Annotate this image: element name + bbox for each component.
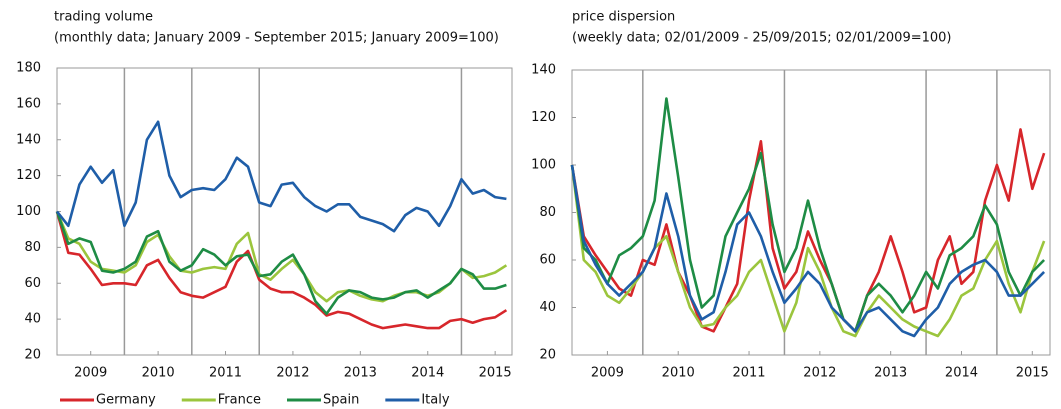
y-tick-label: 60	[24, 276, 41, 291]
y-tick-label: 140	[16, 132, 41, 147]
series-line	[55, 211, 508, 330]
y-tick-label: 100	[531, 158, 556, 173]
x-tick-label: 2014	[945, 366, 978, 381]
x-tick-label: 2010	[662, 366, 695, 381]
x-tick-label: 2009	[74, 366, 107, 381]
chart-title: trading volume	[54, 10, 153, 25]
chart-subtitle: (monthly data; January 2009 - September …	[54, 31, 499, 46]
y-tick-label: 140	[531, 63, 556, 78]
y-tick-label: 80	[24, 240, 41, 255]
x-tick-label: 2010	[142, 366, 175, 381]
series-line	[55, 120, 507, 233]
y-tick-label: 20	[24, 348, 41, 363]
x-tick-label: 2015	[1016, 366, 1049, 381]
legend-label: Germany	[96, 393, 156, 408]
chart-subtitle: (weekly data; 02/01/2009 - 25/09/2015; 0…	[572, 31, 952, 46]
plot-frame	[56, 67, 513, 356]
y-tick-label: 100	[16, 204, 41, 219]
series-line	[570, 128, 1046, 333]
y-tick-label: 60	[539, 253, 556, 268]
y-tick-label: 160	[16, 96, 41, 111]
y-tick-label: 120	[531, 110, 556, 125]
y-tick-label: 40	[539, 300, 556, 315]
y-tick-label: 120	[16, 168, 41, 183]
series-line	[55, 211, 507, 315]
series-line	[570, 164, 1046, 338]
x-tick-label: 2012	[276, 366, 309, 381]
x-tick-label: 2009	[591, 366, 624, 381]
legend-label: Italy	[421, 393, 450, 408]
x-tick-label: 2014	[411, 366, 444, 381]
y-tick-label: 20	[539, 348, 556, 363]
x-tick-label: 2013	[344, 366, 377, 381]
y-tick-label: 80	[539, 205, 556, 220]
x-tick-label: 2011	[732, 366, 765, 381]
y-tick-label: 180	[16, 61, 41, 76]
series-line	[570, 97, 1046, 333]
legend-label: France	[218, 393, 261, 408]
x-tick-label: 2013	[874, 366, 907, 381]
x-tick-label: 2012	[803, 366, 836, 381]
x-tick-label: 2015	[479, 366, 512, 381]
y-tick-label: 40	[24, 312, 41, 327]
legend-label: Spain	[323, 393, 359, 408]
x-tick-label: 2011	[209, 366, 242, 381]
chart-title: price dispersion	[572, 10, 675, 25]
